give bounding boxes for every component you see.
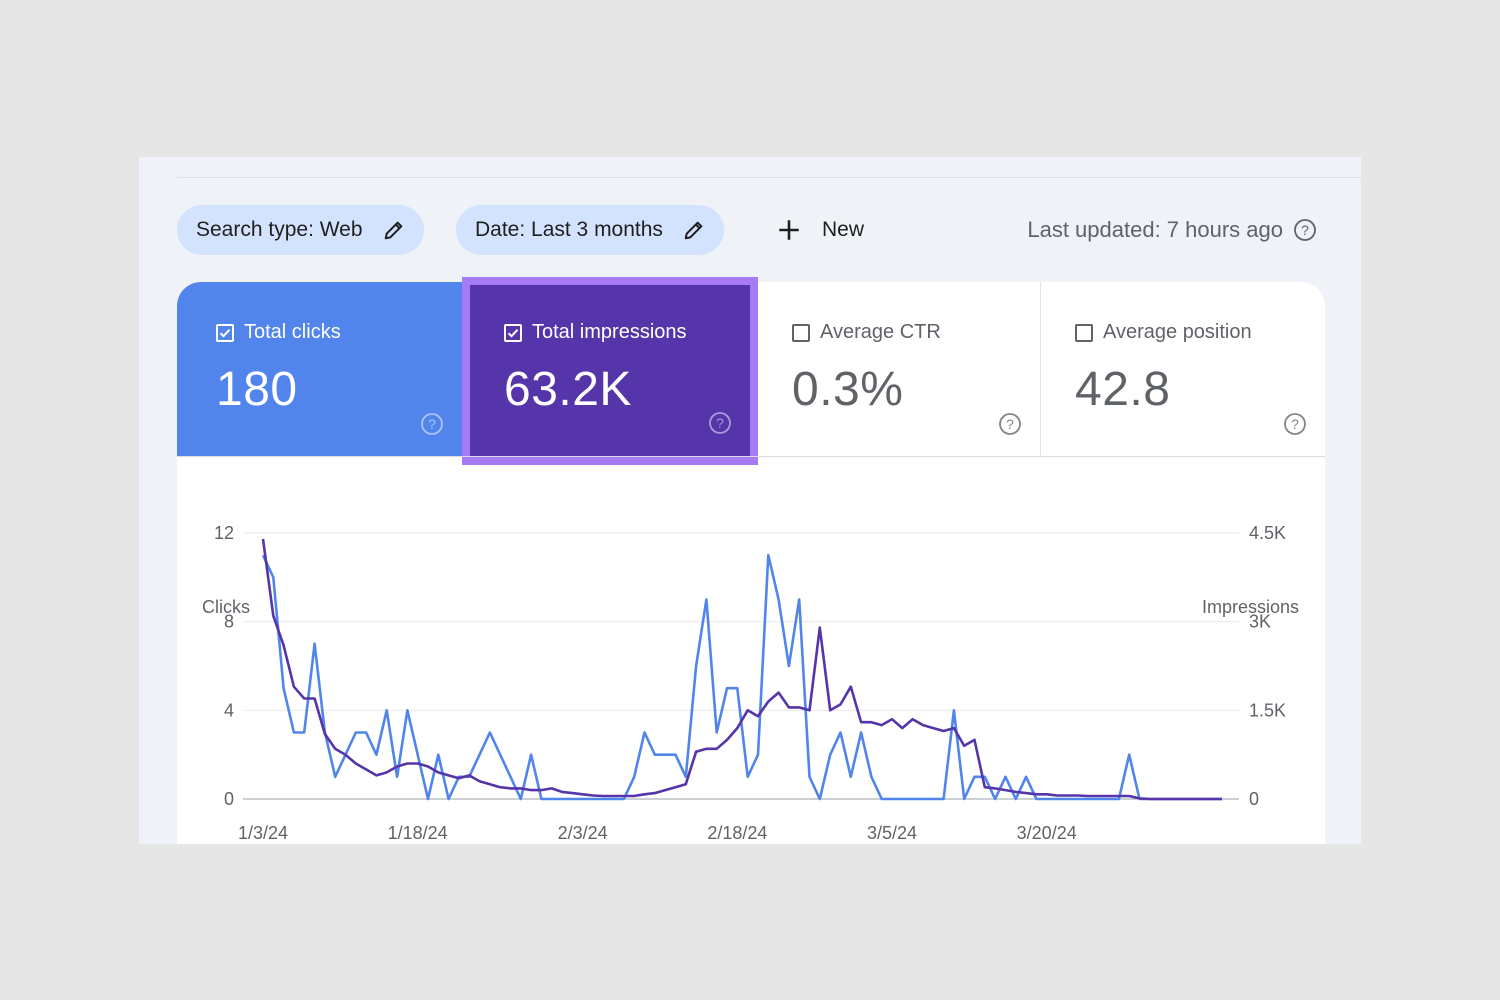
y-tick-label-left: 4 — [224, 700, 234, 720]
y-axis-right-label: Impressions — [1202, 597, 1299, 617]
metric-total-impressions[interactable]: Total impressions 63.2K ? — [462, 277, 758, 465]
last-updated: Last updated: 7 hours ago ? — [1027, 205, 1317, 255]
x-tick-label: 1/18/24 — [388, 823, 448, 843]
svg-text:?: ? — [716, 415, 724, 431]
metric-value: 63.2K — [504, 363, 632, 416]
metric-total-clicks[interactable]: Total clicks 180 ? — [177, 282, 462, 456]
y-tick-label-right: 3K — [1249, 612, 1271, 632]
pencil-icon — [684, 221, 703, 240]
x-tick-label: 3/20/24 — [1017, 823, 1077, 843]
metric-label-text: Total clicks — [244, 321, 341, 343]
chart-series — [261, 538, 1222, 801]
svg-text:?: ? — [1301, 222, 1309, 238]
plus-icon — [779, 220, 799, 240]
metric-label: Average position — [1075, 321, 1252, 344]
svg-text:?: ? — [428, 416, 436, 432]
x-tick-label: 2/3/24 — [558, 823, 608, 843]
metric-value: 42.8 — [1075, 363, 1171, 416]
x-tick-label: 1/3/24 — [238, 823, 288, 843]
y-tick-label-left: 8 — [224, 612, 234, 632]
chart-grid — [243, 532, 1239, 800]
x-axis-ticks: 1/3/24 1/18/24 2/3/24 2/18/24 3/5/24 3/20/24 — [238, 823, 1077, 843]
checkmark-icon — [219, 328, 231, 338]
svg-text:?: ? — [1291, 416, 1299, 432]
report-card: Total clicks 180 ? Total impressions 63.… — [177, 277, 1325, 844]
metric-label-text: Average position — [1103, 321, 1252, 343]
metric-divider — [177, 456, 1325, 457]
checkbox-unchecked[interactable] — [792, 323, 810, 342]
help-icon[interactable]: ? — [998, 412, 1022, 436]
x-tick-label: 3/5/24 — [867, 823, 917, 843]
y-tick-label-right: 1.5K — [1249, 700, 1286, 720]
y-tick-label-left: 0 — [224, 789, 234, 809]
y-tick-label-left: 12 — [214, 523, 234, 543]
top-divider — [177, 177, 1361, 178]
series-line-impressions[interactable] — [261, 538, 1222, 801]
metric-label: Total clicks — [216, 321, 341, 344]
checkmark-icon — [507, 328, 519, 338]
help-icon[interactable]: ? — [1293, 218, 1317, 242]
new-filter-label: New — [822, 218, 865, 241]
help-icon[interactable]: ? — [420, 412, 444, 436]
date-filter-label: Date: Last 3 months — [475, 218, 663, 241]
y-tick-label-right: 4.5K — [1249, 523, 1286, 543]
metric-average-ctr[interactable]: Average CTR 0.3% ? — [758, 282, 1041, 456]
date-filter-chip[interactable]: Date: Last 3 months — [456, 205, 724, 255]
performance-panel: Search type: Web Date: Last 3 months New… — [139, 157, 1361, 844]
pencil-icon — [384, 221, 402, 240]
y-axis-left-label: Clicks — [202, 597, 250, 617]
checkbox-checked[interactable] — [504, 323, 522, 342]
metric-label: Average CTR — [792, 321, 941, 344]
metric-average-position[interactable]: Average position 42.8 ? — [1041, 282, 1325, 456]
y-axis-left-ticks: 12 8 4 0 — [214, 523, 234, 809]
checkbox-checked[interactable] — [216, 323, 234, 342]
metric-value: 180 — [216, 363, 298, 416]
checkbox-unchecked[interactable] — [1075, 323, 1093, 342]
performance-chart[interactable]: Clicks Impressions 12 8 4 0 4.5K 3K 1.5K 0 1/3… — [177, 482, 1325, 844]
svg-text:?: ? — [1006, 416, 1014, 432]
help-icon[interactable]: ? — [1283, 412, 1307, 436]
x-tick-label: 2/18/24 — [707, 823, 767, 843]
last-updated-text: Last updated: 7 hours ago — [1027, 217, 1283, 242]
metric-value: 0.3% — [792, 363, 904, 416]
metric-label: Total impressions — [504, 321, 687, 344]
y-axis-right-ticks: 4.5K 3K 1.5K 0 — [1249, 523, 1286, 809]
new-filter-button[interactable]: New — [776, 205, 864, 255]
metric-label-text: Total impressions — [532, 321, 687, 343]
y-tick-label-right: 0 — [1249, 789, 1259, 809]
series-line-clicks[interactable] — [261, 553, 1222, 801]
search-type-label: Search type: Web — [196, 218, 363, 241]
search-type-filter-chip[interactable]: Search type: Web — [177, 205, 424, 255]
help-icon[interactable]: ? — [708, 411, 732, 435]
metric-label-text: Average CTR — [820, 321, 941, 343]
